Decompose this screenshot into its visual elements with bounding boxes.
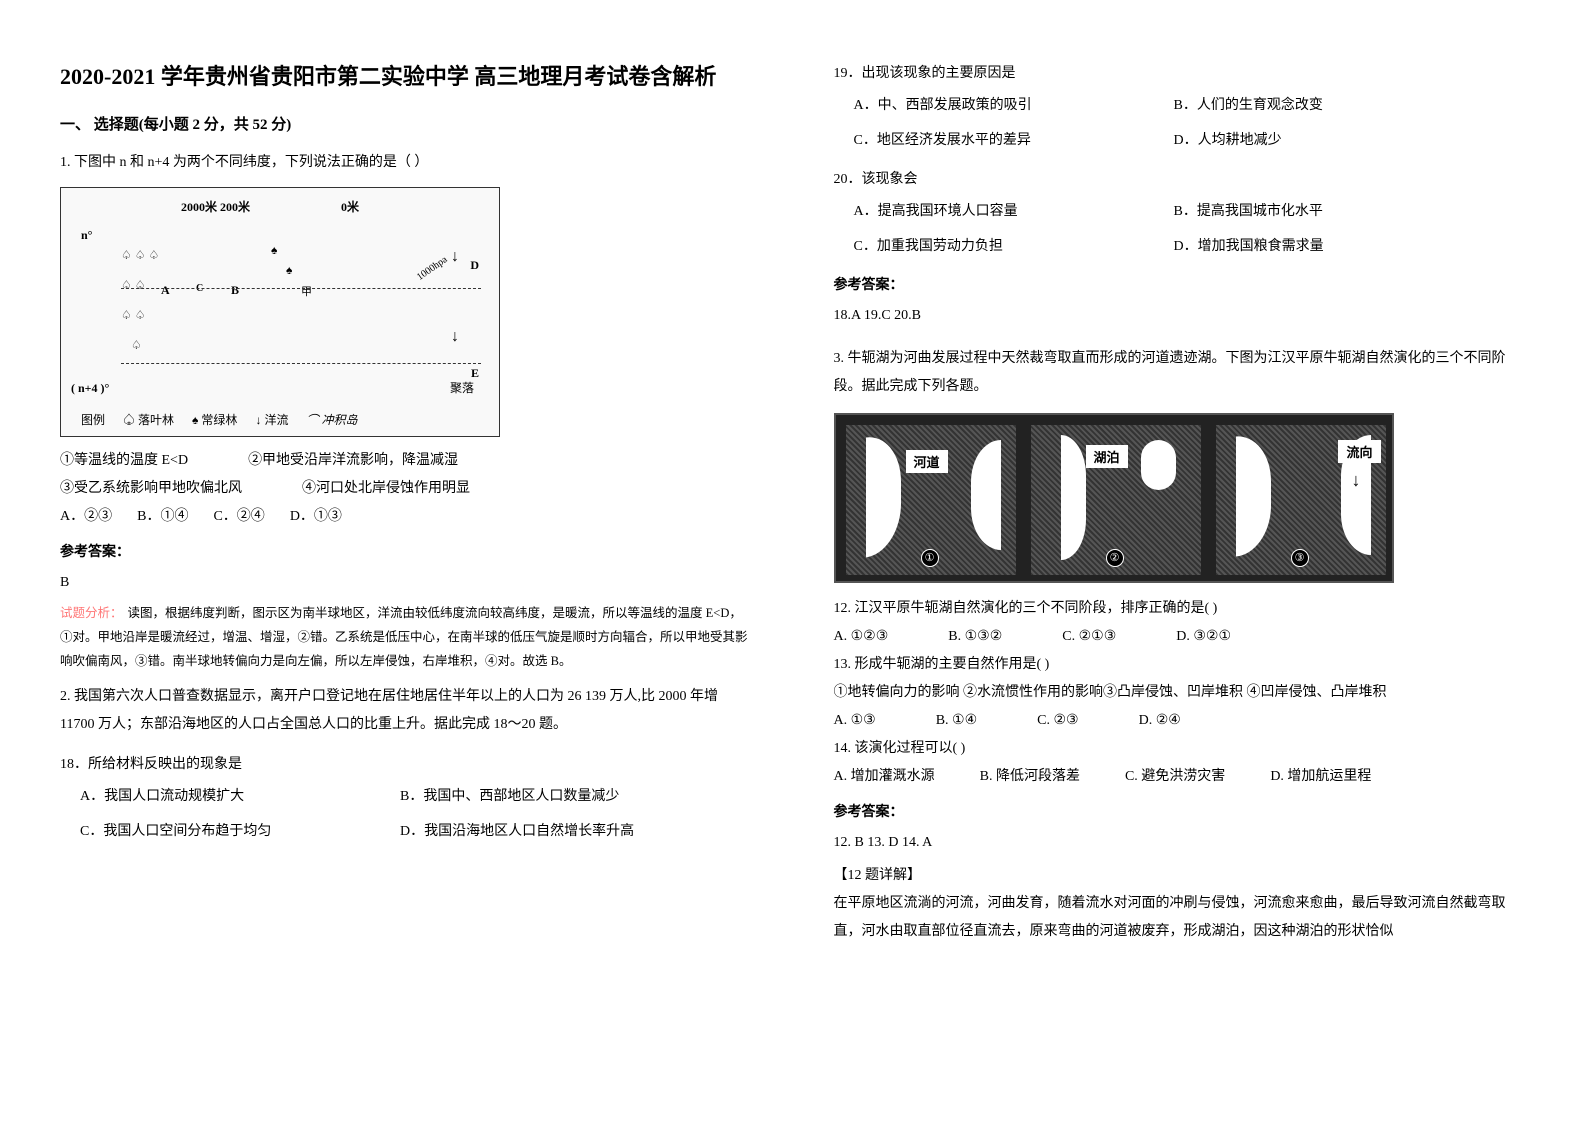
q19-option: D．人均耕地减少 <box>1174 123 1282 158</box>
q2-stem: 2. 我国第六次人口普查数据显示，离开户口登记地在居住地居住半年以上的人口为 2… <box>60 683 754 739</box>
q12-option: C. ②①③ <box>1062 623 1116 651</box>
q14-option: C. 避免洪涝灾害 <box>1125 763 1225 791</box>
legend-item: 落叶林 <box>138 413 174 427</box>
q18-option: A．我国人口流动规模扩大 <box>80 779 400 814</box>
q18-option: C．我国人口空间分布趋于均匀 <box>80 814 400 849</box>
q14-option: B. 降低河段落差 <box>980 763 1080 791</box>
q20-option: C．加重我国劳动力负担 <box>854 229 1174 264</box>
fig-label: A <box>161 283 170 298</box>
q1-option: A．②③ <box>60 503 112 531</box>
ref-answer-label: 参考答案： <box>834 274 1528 294</box>
section-heading: 一、 选择题(每小题 2 分，共 52 分) <box>60 113 754 134</box>
fig-label: 聚落 <box>450 379 474 396</box>
q20-option: A．提高我国环境人口容量 <box>854 194 1174 229</box>
q3-figure: 河道 ① 湖泊 ② 流向 ↓ ③ <box>834 413 1394 583</box>
fig-label: 0米 <box>341 198 359 215</box>
fig-label: n° <box>81 228 92 243</box>
q1-statement: ①等温线的温度 E<D <box>60 447 188 475</box>
fig-label: 河道 <box>906 450 948 473</box>
legend-label: 图例 <box>81 411 105 428</box>
fig-label: B <box>231 283 239 298</box>
q3-stem: 3. 牛轭湖为河曲发展过程中天然裁弯取直而形成的河道遗迹湖。下图为江汉平原牛轭湖… <box>834 345 1528 401</box>
q14-option: A. 增加灌溉水源 <box>834 763 935 791</box>
q13-stem: 13. 形成牛轭湖的主要自然作用是( ) <box>834 651 1528 679</box>
fig-label: ( n+4 )° <box>71 381 109 396</box>
legend-item: 洋流 <box>264 413 288 427</box>
q19-stem: 19．出现该现象的主要原因是 <box>834 60 1528 88</box>
fig-label: 流向 <box>1338 440 1380 463</box>
ref-answer-label: 参考答案： <box>60 541 754 561</box>
q13-option: B. ①④ <box>936 707 977 735</box>
fig-label: 2000米 200米 <box>181 198 250 215</box>
q20-option: D．增加我国粮食需求量 <box>1174 229 1324 264</box>
analysis-label: 试题分析： <box>60 606 123 620</box>
q18-stem: 18．所给材料反映出的现象是 <box>60 751 754 779</box>
q18-option: D．我国沿海地区人口自然增长率升高 <box>400 814 634 849</box>
q19-option: B．人们的生育观念改变 <box>1174 88 1323 123</box>
q1-statement: ③受乙系统影响甲地吹偏北风 <box>60 475 242 503</box>
detail-heading: 【12 题详解】 <box>834 862 1528 890</box>
q18-option: B．我国中、西部地区人口数量减少 <box>400 779 619 814</box>
q14-option: D. 增加航运里程 <box>1270 763 1371 791</box>
q19-option: A．中、西部发展政策的吸引 <box>854 88 1174 123</box>
q1-answer: B <box>60 569 754 597</box>
q1-figure: 2000米 200米 0米 n° ( n+4 )° D E 1000hpa 聚落… <box>60 187 500 437</box>
q12-option: D. ③②① <box>1176 623 1231 651</box>
q13-sub: ①地转偏向力的影响 ②水流惯性作用的影响③凸岸侵蚀、凹岸堆积 ④凹岸侵蚀、凸岸堆… <box>834 679 1528 707</box>
q19-option: C．地区经济发展水平的差异 <box>854 123 1174 158</box>
fig-num: ③ <box>1291 549 1309 567</box>
fig-label: 甲 <box>301 283 312 299</box>
legend-item: 常绿林 <box>201 413 237 427</box>
fig-num: ① <box>921 549 939 567</box>
q3-answer: 12. B 13. D 14. A <box>834 829 1528 857</box>
q20-stem: 20．该现象会 <box>834 166 1528 194</box>
q14-stem: 14. 该演化过程可以( ) <box>834 735 1528 763</box>
fig-label: 1000hpa <box>415 254 450 283</box>
q2-answer: 18.A 19.C 20.B <box>834 302 1528 330</box>
fig-num: ② <box>1106 549 1124 567</box>
fig-label: 湖泊 <box>1086 445 1128 468</box>
q1-statement: ④河口处北岸侵蚀作用明显 <box>302 475 470 503</box>
q1-stem: 1. 下图中 n 和 n+4 为两个不同纬度，下列说法正确的是（ ） <box>60 149 754 177</box>
q1-option: C．②④ <box>213 503 264 531</box>
q1-analysis: 试题分析：读图，根据纬度判断，图示区为南半球地区，洋流由较低纬度流向较高纬度，是… <box>60 602 754 673</box>
q13-option: D. ②④ <box>1139 707 1181 735</box>
q13-option: A. ①③ <box>834 707 876 735</box>
page-title: 2020-2021 学年贵州省贵阳市第二实验中学 高三地理月考试卷含解析 <box>60 60 754 93</box>
q12-option: A. ①②③ <box>834 623 889 651</box>
ref-answer-label: 参考答案： <box>834 801 1528 821</box>
analysis-text: 读图，根据纬度判断，图示区为南半球地区，洋流由较低纬度流向较高纬度，是暖流，所以… <box>60 606 748 668</box>
q12-option: B. ①③② <box>948 623 1002 651</box>
detail-text: 在平原地区流淌的河流，河曲发育，随着流水对河面的冲刷与侵蚀，河流愈来愈曲，最后导… <box>834 890 1528 946</box>
q13-option: C. ②③ <box>1037 707 1078 735</box>
fig-label: D <box>470 258 479 273</box>
legend-item: 冲积岛 <box>321 413 357 427</box>
q20-option: B．提高我国城市化水平 <box>1174 194 1323 229</box>
q12-stem: 12. 江汉平原牛轭湖自然演化的三个不同阶段，排序正确的是( ) <box>834 595 1528 623</box>
q1-statement: ②甲地受沿岸洋流影响，降温减湿 <box>248 447 458 475</box>
q1-option: B．①④ <box>137 503 188 531</box>
q1-option: D．①③ <box>290 503 342 531</box>
